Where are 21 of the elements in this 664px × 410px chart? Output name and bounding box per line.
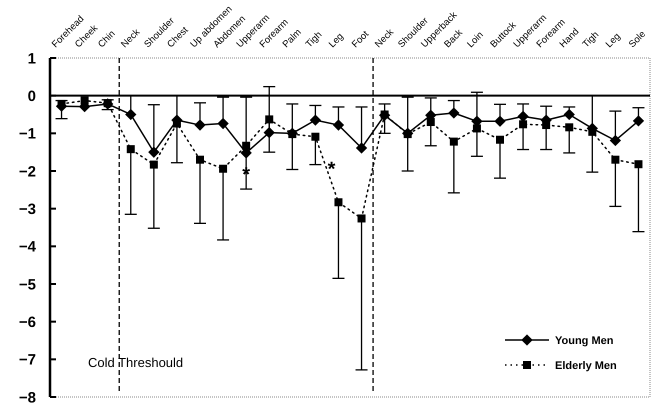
- y-tick-label: −4: [18, 238, 37, 256]
- x-tick-label: Tigh: [304, 30, 324, 50]
- x-tick-label: Chin: [96, 28, 118, 50]
- y-tick-label: −8: [18, 389, 36, 406]
- y-tick-label: −3: [18, 200, 36, 218]
- legend-label: Young Men: [555, 334, 614, 347]
- x-tick-label: Leg: [604, 31, 623, 50]
- annotation: Cold Threshould: [88, 355, 184, 370]
- x-tick-label: Tigh: [580, 30, 602, 50]
- y-tick-label: −7: [18, 352, 36, 369]
- x-tick-label: Leg: [326, 31, 346, 50]
- x-tick-label: Sole: [626, 28, 648, 50]
- y-tick-label: −2: [18, 163, 36, 180]
- y-tick-label: −6: [18, 314, 36, 331]
- y-tick-label: −5: [18, 276, 36, 294]
- annotation: *: [328, 158, 336, 181]
- y-tick-label: 0: [28, 88, 36, 105]
- x-tick-label: Loin: [465, 30, 486, 50]
- y-tick-label: −1: [18, 126, 36, 143]
- y-tick-label: 1: [28, 50, 36, 68]
- legend-label: Elderly Men: [555, 360, 618, 372]
